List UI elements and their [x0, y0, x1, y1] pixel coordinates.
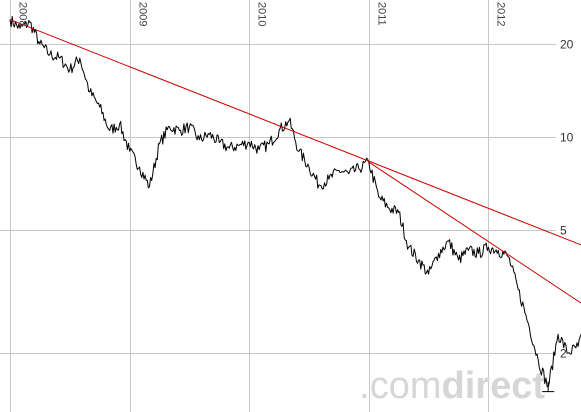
watermark-com: .com — [359, 365, 441, 407]
watermark: .comdirect — [359, 365, 545, 407]
y-tick-label: 5 — [560, 224, 567, 238]
y-axis-labels: 20 10 5 2 — [560, 38, 574, 361]
trendline — [368, 161, 581, 304]
grid — [0, 0, 556, 412]
y-tick-label: 20 — [560, 38, 574, 52]
y-tick-label: 2 — [560, 347, 567, 361]
price-series — [9, 16, 581, 388]
y-tick-label: 10 — [560, 131, 574, 145]
trendlines — [9, 19, 581, 304]
x-tick-label: 2012 — [495, 2, 507, 26]
x-tick-label: 2009 — [137, 2, 149, 26]
low-marker — [542, 381, 555, 393]
x-tick-label: 2010 — [256, 2, 268, 26]
trendline — [9, 19, 581, 246]
x-tick-label: 2008 — [17, 2, 29, 26]
x-tick-label: 2011 — [376, 2, 388, 26]
x-axis-labels: 2008 2009 2010 2011 2012 — [17, 2, 507, 26]
watermark-direct: direct — [442, 365, 546, 407]
series-line — [9, 16, 581, 388]
